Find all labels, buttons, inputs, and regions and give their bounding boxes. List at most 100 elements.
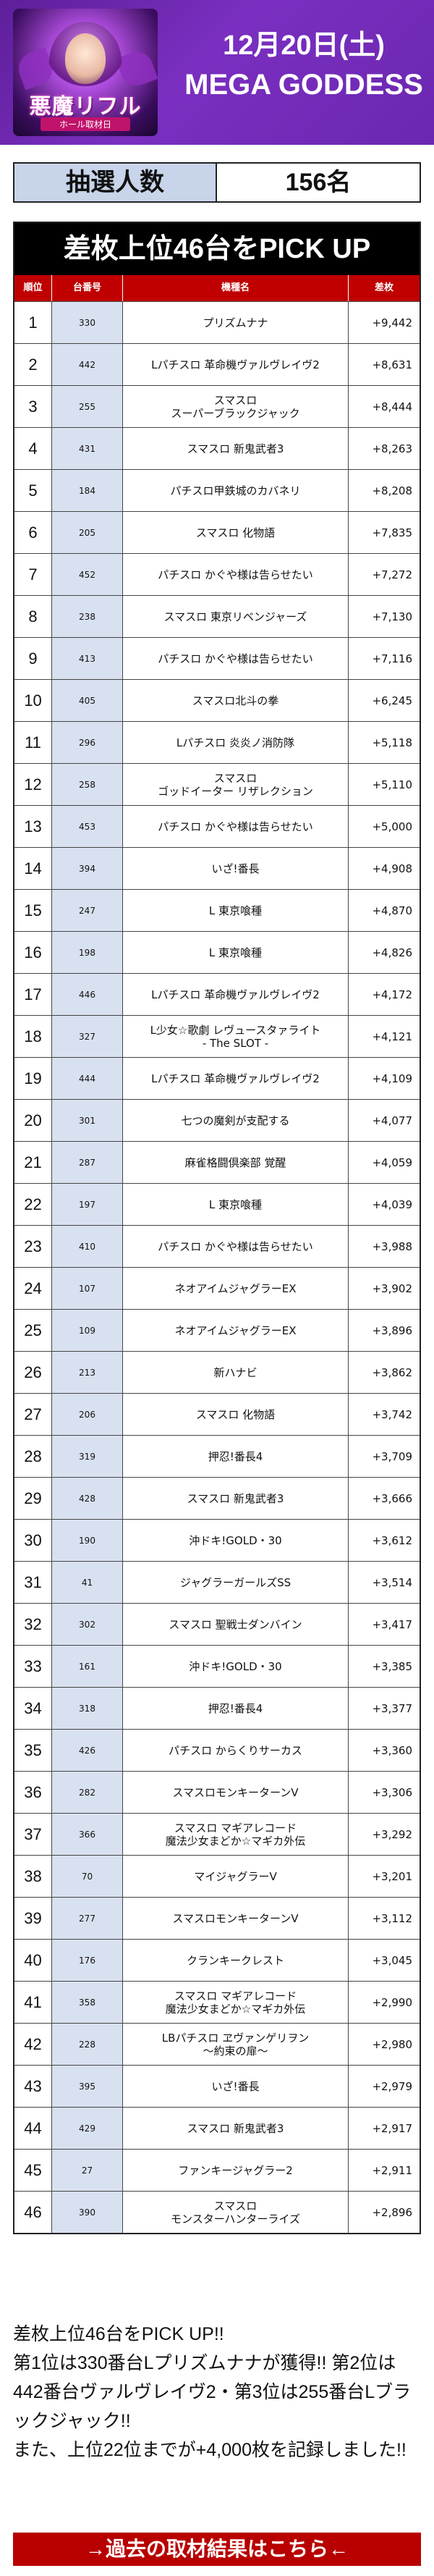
table-row: 16 198 L 東京喰種 +4,826	[14, 931, 420, 973]
rank-cell: 30	[14, 1520, 52, 1561]
table-row: 42 228 LBパチスロ ヱヴァンゲリヲン ～約束の扉～ +2,980	[14, 2023, 420, 2065]
diff-cell: +4,908	[372, 862, 412, 875]
diff-cell: +8,208	[372, 484, 412, 497]
unit-number-cell: 277	[52, 1898, 123, 1939]
diff-cell: +4,121	[372, 1030, 412, 1043]
machine-name-line: 魔法少女まどか☆マギカ外伝	[165, 1834, 306, 1848]
diff-cell: +3,045	[372, 1953, 412, 1967]
diff-cell: +3,377	[372, 1701, 412, 1715]
machine-name-cell: スマスロ 化物語	[123, 512, 349, 553]
machine-name-line: 押忍!番長4	[208, 1449, 263, 1463]
table-row: 29 428 スマスロ 新鬼武者3 +3,666	[14, 1477, 420, 1519]
unit-number-cell: 190	[52, 1520, 123, 1561]
machine-name-cell: クランキークレスト	[123, 1940, 349, 1981]
table-row: 43 395 いざ!番長 +2,979	[14, 2065, 420, 2107]
table-row: 41 358 スマスロ マギアレコード 魔法少女まどか☆マギカ外伝 +2,990	[14, 1981, 420, 2023]
rank-cell: 40	[14, 1940, 52, 1981]
table-row: 15 247 L 東京喰種 +4,870	[14, 889, 420, 931]
rank-cell: 24	[14, 1268, 52, 1309]
rank-cell: 27	[14, 1394, 52, 1435]
machine-name-line: ゴッドイーター リザレクション	[158, 784, 313, 798]
unit-number-cell: 301	[52, 1100, 123, 1141]
rank-cell: 8	[14, 596, 52, 637]
machine-name-cell: パチスロ かぐや様は告らせたい	[123, 554, 349, 595]
diff-cell: +8,444	[372, 400, 412, 413]
machine-name-cell: いざ!番長	[123, 848, 349, 889]
machine-name-cell: ファンキージャグラー2	[123, 2150, 349, 2191]
table-row: 11 296 Lパチスロ 炎炎ノ消防隊 +5,118	[14, 721, 420, 763]
machine-name-line: 新ハナビ	[213, 1365, 258, 1379]
unit-number-cell: 390	[52, 2192, 123, 2233]
machine-name-cell: スマスロ マギアレコード 魔法少女まどか☆マギカ外伝	[123, 1814, 349, 1855]
machine-name-cell: いざ!番長	[123, 2066, 349, 2107]
rank-cell: 17	[14, 974, 52, 1015]
machine-name-cell: 七つの魔剣が支配する	[123, 1100, 349, 1141]
rank-cell: 31	[14, 1562, 52, 1603]
lottery-count-label: 抽選人数	[14, 164, 217, 201]
ranking-header-row: 順位 台番号 機種名 差枚	[14, 275, 420, 301]
diff-cell: +7,130	[372, 610, 412, 623]
machine-name-cell: ジャグラーガールズSS	[123, 1562, 349, 1603]
machine-name-cell: パチスロ からくりサーカス	[123, 1730, 349, 1771]
rank-cell: 34	[14, 1688, 52, 1729]
table-row: 13 453 パチスロ かぐや様は告らせたい +5,000	[14, 805, 420, 847]
event-logo: 悪魔リフル ホール取材日	[13, 9, 158, 136]
table-row: 39 277 スマスロモンキーターンV +3,112	[14, 1897, 420, 1939]
machine-name-cell: スマスロ 新鬼武者3	[123, 2108, 349, 2149]
unit-number-cell: 161	[52, 1646, 123, 1687]
lottery-count-value: 156名	[285, 169, 352, 196]
table-row: 33 161 沖ドキ!GOLD・30 +3,385	[14, 1645, 420, 1687]
unit-number-cell: 296	[52, 722, 123, 763]
machine-name-line: L 東京喰種	[208, 904, 263, 917]
machine-name-cell: スマスロ 新鬼武者3	[123, 1478, 349, 1519]
diff-cell: +3,862	[372, 1365, 412, 1379]
table-row: 37 366 スマスロ マギアレコード 魔法少女まどか☆マギカ外伝 +3,292	[14, 1813, 420, 1855]
ranking-table: 差枚上位46台をPICK UP 順位 台番号 機種名 差枚 1 330 プリズムナナ…	[13, 222, 421, 2234]
table-row: 8 238 スマスロ 東京リベンジャーズ +7,130	[14, 595, 420, 637]
machine-name-cell: 押忍!番長4	[123, 1436, 349, 1477]
machine-name-line: プリズムナナ	[203, 316, 268, 329]
machine-name-cell: 沖ドキ!GOLD・30	[123, 1646, 349, 1687]
machine-name-line: スマスロ 東京リベンジャーズ	[163, 610, 307, 623]
diff-cell: +3,988	[372, 1239, 412, 1253]
diff-cell: +2,980	[372, 2037, 412, 2051]
rank-cell: 7	[14, 554, 52, 595]
rank-cell: 23	[14, 1226, 52, 1267]
event-date: 12月20日(土)	[223, 30, 385, 61]
unit-number-cell: 358	[52, 1982, 123, 2023]
machine-name-cell: スマスロ 聖戦士ダンバイン	[123, 1604, 349, 1645]
machine-name-line: ジャグラーガールズSS	[179, 1575, 292, 1589]
machine-name-cell: Lパチスロ 革命機ヴァルヴレイヴ2	[123, 344, 349, 385]
machine-name-cell: スマスロモンキーターンV	[123, 1898, 349, 1939]
diff-cell: +2,979	[372, 2079, 412, 2093]
machine-name-cell: パチスロ かぐや様は告らせたい	[123, 638, 349, 679]
past-results-link[interactable]: →過去の取材結果はこちら←	[13, 2533, 421, 2566]
machine-name-cell: Lパチスロ 革命機ヴァルヴレイヴ2	[123, 974, 349, 1015]
rank-cell: 25	[14, 1310, 52, 1351]
diff-cell: +2,917	[372, 2121, 412, 2135]
unit-number-cell: 405	[52, 680, 123, 721]
unit-number-cell: 70	[52, 1856, 123, 1897]
unit-number-cell: 431	[52, 428, 123, 469]
rank-cell: 46	[14, 2192, 52, 2233]
rank-cell: 10	[14, 680, 52, 721]
diff-cell: +2,911	[372, 2163, 412, 2177]
rank-cell: 35	[14, 1730, 52, 1771]
machine-name-line: パチスロ かぐや様は告らせたい	[158, 652, 313, 665]
unit-number-cell: 302	[52, 1604, 123, 1645]
header-banner: 悪魔リフル ホール取材日 12月20日(土) MEGA GODDESS	[0, 0, 434, 145]
machine-name-line: 押忍!番長4	[208, 1701, 263, 1715]
machine-name-line: 沖ドキ!GOLD・30	[189, 1533, 282, 1547]
machine-name-line: スマスロモンキーターンV	[172, 1911, 299, 1925]
rank-cell: 39	[14, 1898, 52, 1939]
rank-cell: 41	[14, 1982, 52, 2023]
unit-number-cell: 206	[52, 1394, 123, 1435]
lottery-count-box: 抽選人数 156名	[13, 162, 421, 203]
table-row: 21 287 麻雀格闘倶楽部 覚醒 +4,059	[14, 1141, 420, 1183]
unit-number-cell: 444	[52, 1058, 123, 1099]
table-row: 35 426 パチスロ からくりサーカス +3,360	[14, 1729, 420, 1771]
machine-name-cell: スマスロ スーパーブラックジャック	[123, 386, 349, 427]
machine-name-line: スマスロ 聖戦士ダンバイン	[169, 1617, 302, 1631]
machine-name-cell: スマスロ ゴッドイーター リザレクション	[123, 764, 349, 805]
machine-name-line: Lパチスロ 炎炎ノ消防隊	[176, 736, 295, 749]
